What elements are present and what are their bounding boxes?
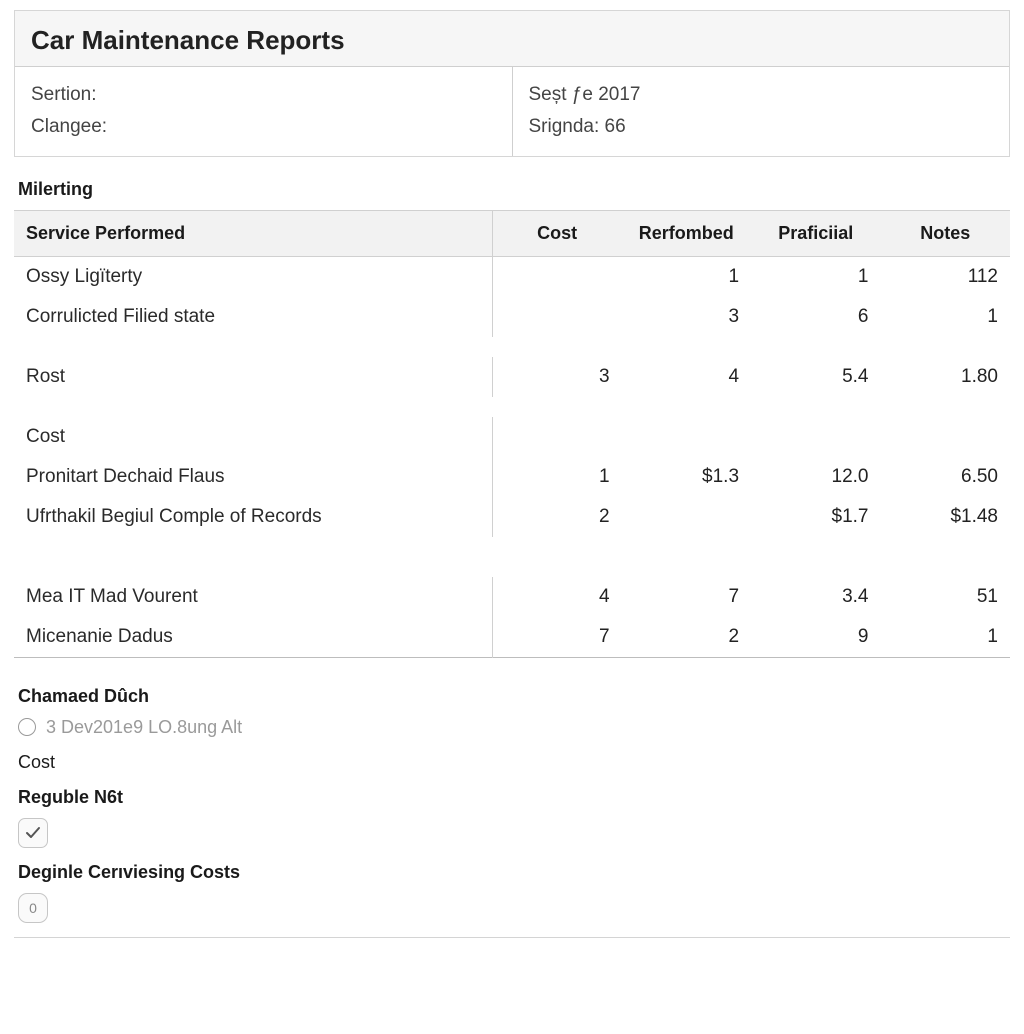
gap-cell bbox=[14, 537, 1010, 557]
cell: 3 bbox=[492, 357, 621, 397]
col-header: Rerfombed bbox=[622, 210, 751, 256]
table-row: Mea IT Mad Vourent473.451 bbox=[14, 577, 1010, 617]
toggle-glyph: 0 bbox=[29, 900, 37, 916]
cell bbox=[492, 417, 621, 457]
cell: 6.50 bbox=[881, 457, 1011, 497]
group-label: Reguble N6t bbox=[18, 787, 1006, 808]
meta-label: Sertion: bbox=[31, 79, 496, 111]
report-panel: Car Maintenance Reports Sertion: Clangee… bbox=[14, 10, 1010, 157]
table-row: Ossy Ligïterty11112 bbox=[14, 256, 1010, 297]
cell: Pronitart Dechaid Flaus bbox=[14, 457, 492, 497]
cell: 6 bbox=[751, 297, 880, 337]
table-row bbox=[14, 537, 1010, 557]
meta-row: Sertion: Clangee: Seșt ƒe 2017 Srignda: … bbox=[15, 67, 1009, 156]
meta-value: Srignda: 66 bbox=[529, 111, 994, 143]
cell: $1.7 bbox=[751, 497, 880, 537]
meta-label: Clangee: bbox=[31, 111, 496, 143]
cell: 12.0 bbox=[751, 457, 880, 497]
cell: 9 bbox=[751, 617, 880, 658]
radio-row[interactable]: 3 Dev201e9 LO.8ung Alt bbox=[18, 717, 1006, 738]
cell: 3.4 bbox=[751, 577, 880, 617]
cell: 5.4 bbox=[751, 357, 880, 397]
group-label: Chamaed Dûch bbox=[18, 686, 1006, 707]
cell bbox=[492, 256, 621, 297]
radio-icon[interactable] bbox=[18, 718, 36, 736]
check-icon bbox=[25, 825, 41, 841]
cell: 4 bbox=[622, 357, 751, 397]
content: Milerting Service Performed Cost Rerfomb… bbox=[14, 157, 1010, 658]
cell: Ossy Ligïterty bbox=[14, 256, 492, 297]
table-header-row: Service Performed Cost Rerfombed Prafici… bbox=[14, 210, 1010, 256]
cell bbox=[751, 417, 880, 457]
radio-label: 3 Dev201e9 LO.8ung Alt bbox=[46, 717, 242, 738]
cell bbox=[622, 497, 751, 537]
cell: Cost bbox=[14, 417, 492, 457]
cell: 7 bbox=[622, 577, 751, 617]
toggle[interactable]: 0 bbox=[18, 893, 48, 923]
service-table: Service Performed Cost Rerfombed Prafici… bbox=[14, 210, 1010, 658]
meta-value: Seșt ƒe 2017 bbox=[529, 79, 994, 111]
cell: $1.3 bbox=[622, 457, 751, 497]
cell: Ufrthakil Begiul Comple of Records bbox=[14, 497, 492, 537]
cell: 2 bbox=[622, 617, 751, 658]
cell: Mea IT Mad Vourent bbox=[14, 577, 492, 617]
cell bbox=[881, 417, 1011, 457]
cell: 1 bbox=[492, 457, 621, 497]
gap-cell bbox=[14, 557, 1010, 577]
cell: Corrulicted Filied state bbox=[14, 297, 492, 337]
table-row: Ufrthakil Begiul Comple of Records2 $1.7$… bbox=[14, 497, 1010, 537]
section-label: Milerting bbox=[18, 179, 1006, 200]
cell bbox=[622, 417, 751, 457]
cell: 2 bbox=[492, 497, 621, 537]
cell: 1.80 bbox=[881, 357, 1011, 397]
cell: 1 bbox=[881, 617, 1011, 658]
page-title: Car Maintenance Reports bbox=[15, 11, 1009, 67]
table-row bbox=[14, 557, 1010, 577]
checkbox[interactable] bbox=[18, 818, 48, 848]
cell: 51 bbox=[881, 577, 1011, 617]
gap-cell bbox=[14, 337, 1010, 357]
cell: 1 bbox=[751, 256, 880, 297]
col-header: Praficiial bbox=[751, 210, 880, 256]
table-row: Pronitart Dechaid Flaus1$1.312.06.50 bbox=[14, 457, 1010, 497]
cell: Micenanie Dadus bbox=[14, 617, 492, 658]
cell: 7 bbox=[492, 617, 621, 658]
col-header: Notes bbox=[881, 210, 1011, 256]
col-header: Cost bbox=[492, 210, 621, 256]
table-row: Micenanie Dadus7291 bbox=[14, 617, 1010, 658]
table-row: Cost bbox=[14, 417, 1010, 457]
table-row: Corrulicted Filied state 361 bbox=[14, 297, 1010, 337]
cell bbox=[492, 297, 621, 337]
divider bbox=[14, 937, 1010, 938]
cell: 1 bbox=[622, 256, 751, 297]
cell: 3 bbox=[622, 297, 751, 337]
gap-cell bbox=[14, 397, 1010, 417]
table-row: Rost345.41.80 bbox=[14, 357, 1010, 397]
lower-section: Chamaed Dûch 3 Dev201e9 LO.8ung Alt Cost… bbox=[14, 658, 1010, 923]
meta-right: Seșt ƒe 2017 Srignda: 66 bbox=[513, 67, 1010, 156]
meta-left: Sertion: Clangee: bbox=[15, 67, 513, 156]
cell: 112 bbox=[881, 256, 1011, 297]
table-row bbox=[14, 397, 1010, 417]
cell: $1.48 bbox=[881, 497, 1011, 537]
col-header: Service Performed bbox=[14, 210, 492, 256]
table-row bbox=[14, 337, 1010, 357]
group-label: Cost bbox=[18, 752, 1006, 773]
group-label: Deginle Cerıviesing Costs bbox=[18, 862, 1006, 883]
cell: 1 bbox=[881, 297, 1011, 337]
cell: 4 bbox=[492, 577, 621, 617]
cell: Rost bbox=[14, 357, 492, 397]
